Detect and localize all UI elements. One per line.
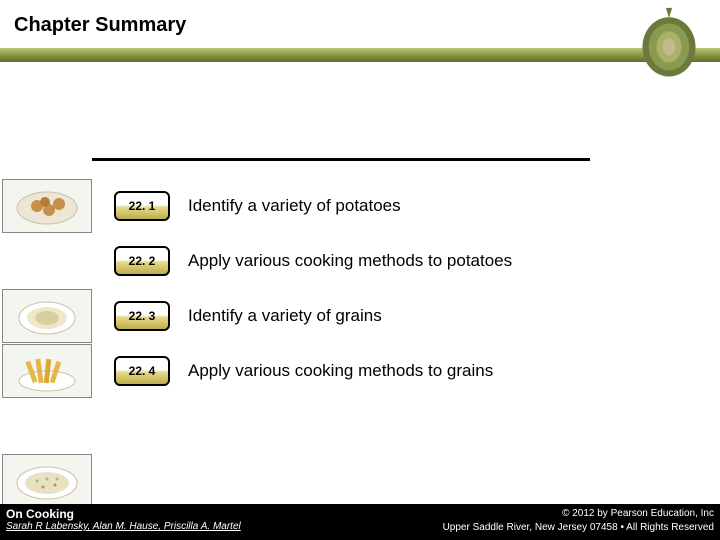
slide-header: Chapter Summary — [0, 0, 720, 62]
thumb-rice — [2, 454, 92, 508]
slide-footer: On Cooking Sarah R Labensky, Alan M. Hau… — [0, 504, 720, 540]
horizontal-rule — [92, 158, 590, 161]
objective-row: 22. 4 Apply various cooking methods to g… — [0, 343, 720, 398]
address-text: Upper Saddle River, New Jersey 07458 • A… — [443, 521, 714, 535]
footer-left: On Cooking Sarah R Labensky, Alan M. Hau… — [6, 507, 241, 532]
chapter-title: Chapter Summary — [14, 14, 186, 37]
header-accent-bar — [0, 48, 720, 62]
objective-number-badge: 22. 2 — [114, 246, 170, 276]
objective-row: 22. 1 Identify a variety of potatoes — [0, 178, 720, 233]
objective-text: Apply various cooking methods to grains — [188, 361, 493, 381]
book-title: On Cooking — [6, 507, 241, 521]
thumb-potatoes — [2, 179, 92, 233]
artichoke-icon — [630, 4, 708, 82]
thumb-soup — [2, 289, 92, 343]
objective-text: Identify a variety of grains — [188, 306, 382, 326]
book-authors: Sarah R Labensky, Alan M. Hause, Priscil… — [6, 521, 241, 532]
objective-row — [0, 398, 720, 453]
thumb-fries — [2, 344, 92, 398]
objective-text: Identify a variety of potatoes — [188, 196, 401, 216]
objective-number-badge: 22. 4 — [114, 356, 170, 386]
objective-text: Apply various cooking methods to potatoe… — [188, 251, 512, 271]
objective-number-badge: 22. 1 — [114, 191, 170, 221]
copyright-text: © 2012 by Pearson Education, Inc — [443, 507, 714, 521]
objective-row: 22. 3 Identify a variety of grains — [0, 288, 720, 343]
footer-right: © 2012 by Pearson Education, Inc Upper S… — [443, 507, 714, 535]
objectives-list: 22. 1 Identify a variety of potatoes 22.… — [0, 178, 720, 508]
objective-row: 22. 2 Apply various cooking methods to p… — [0, 233, 720, 288]
objective-number-badge: 22. 3 — [114, 301, 170, 331]
extra-thumb-row — [0, 453, 720, 508]
